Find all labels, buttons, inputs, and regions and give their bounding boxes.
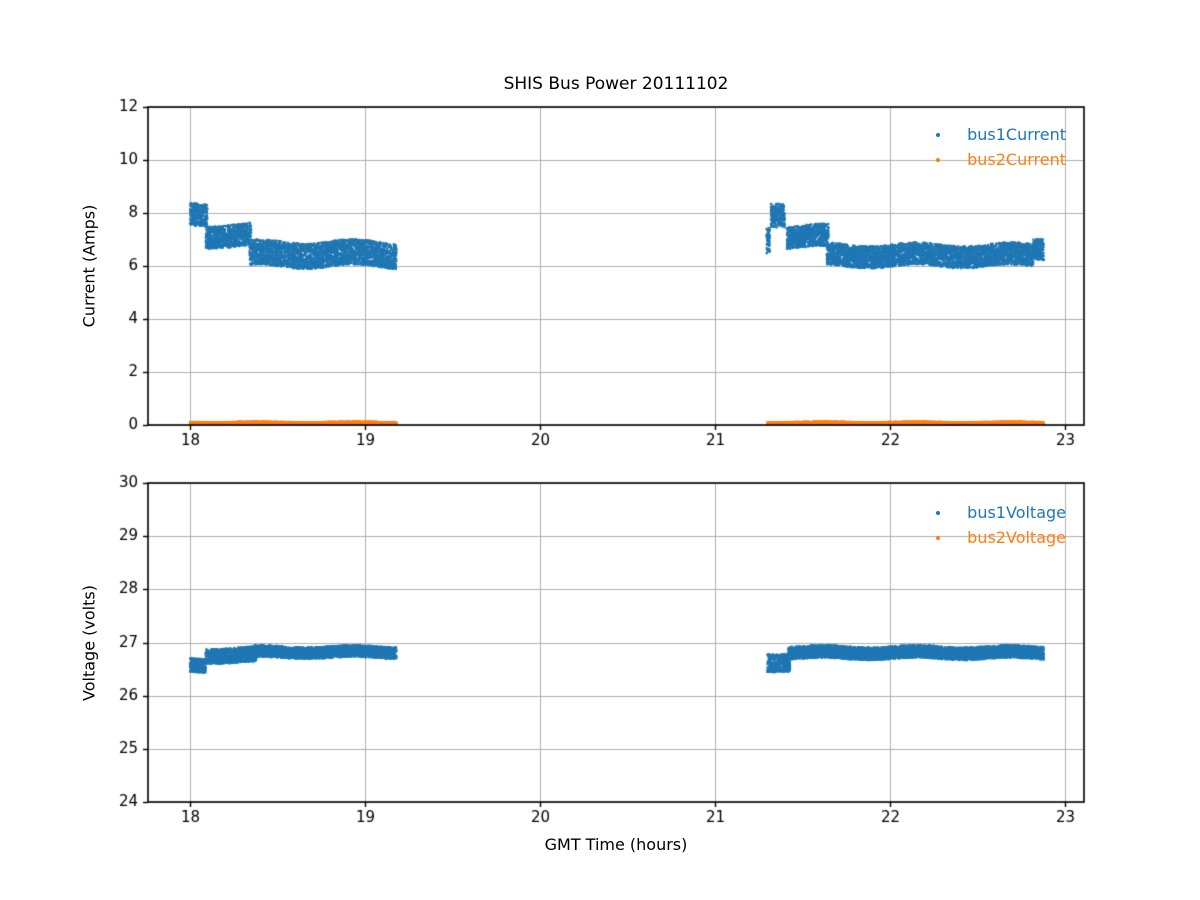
x-axis-label: GMT Time (hours) xyxy=(544,835,688,854)
legend-voltage: bus1Voltage bus2Voltage xyxy=(936,500,1066,550)
legend-item-bus1voltage: bus1Voltage xyxy=(936,500,1066,525)
legend-label-bus1current: bus1Current xyxy=(967,125,1066,144)
y-axis-label-current: Current (Amps) xyxy=(79,204,99,328)
legend-marker-dot xyxy=(936,535,941,540)
legend-item-bus1current: bus1Current xyxy=(936,122,1066,147)
chart-title: SHIS Bus Power 20111102 xyxy=(503,74,729,94)
legend-current: bus1Current bus2Current xyxy=(936,122,1066,172)
legend-label-bus2voltage: bus2Voltage xyxy=(967,528,1066,547)
legend-item-bus2current: bus2Current xyxy=(936,147,1066,172)
legend-marker-dot xyxy=(936,132,941,137)
legend-label-bus1voltage: bus1Voltage xyxy=(967,503,1066,522)
legend-item-bus2voltage: bus2Voltage xyxy=(936,525,1066,550)
y-axis-label-voltage: Voltage (volts) xyxy=(79,585,99,701)
legend-label-bus2current: bus2Current xyxy=(967,150,1066,169)
legend-marker-dot xyxy=(936,510,941,515)
legend-marker-dot xyxy=(936,157,941,162)
